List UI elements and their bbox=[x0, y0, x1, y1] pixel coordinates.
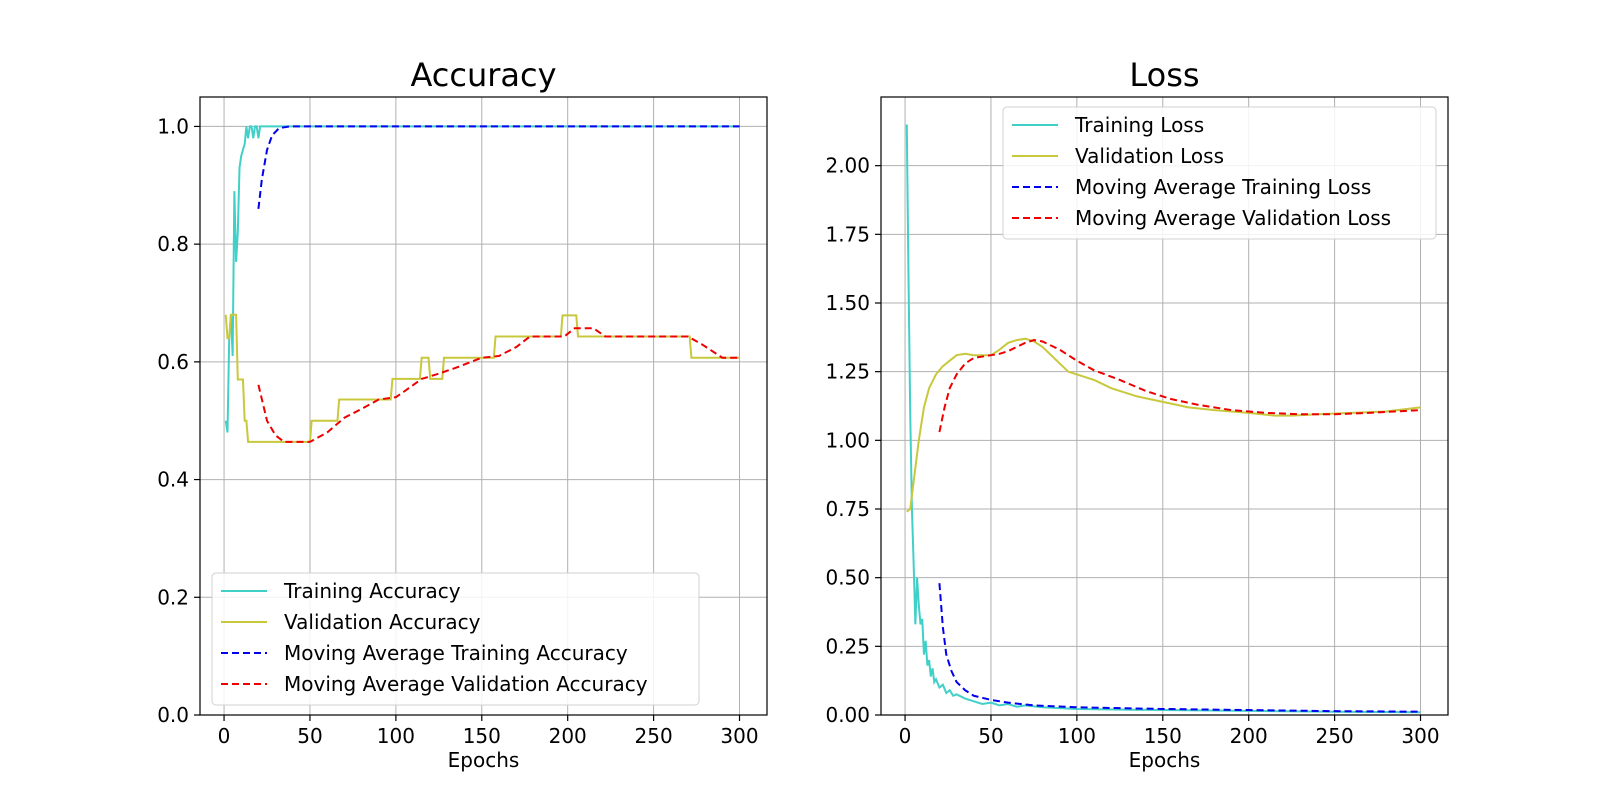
x-tick-label: 50 bbox=[297, 724, 322, 748]
legend-label: Validation Loss bbox=[1075, 144, 1224, 168]
y-tick-label: 0.4 bbox=[157, 468, 189, 492]
x-axis-label: Epochs bbox=[448, 748, 520, 772]
y-tick-label: 0.2 bbox=[157, 585, 189, 609]
chart-2: 0 50 100 150 200 250 300 0.00 0.25 0.50 0.75 1.00 1.… bbox=[825, 56, 1449, 772]
legend-label: Moving Average Training Accuracy bbox=[284, 641, 628, 665]
series-line-training-loss bbox=[905, 124, 1421, 714]
y-tick-label: 1.00 bbox=[825, 428, 870, 452]
x-tick-label: 0 bbox=[899, 724, 912, 748]
x-axis-label: Epochs bbox=[1129, 748, 1201, 772]
y-tick-label: 1.25 bbox=[825, 360, 870, 384]
series-line-moving-average-training-loss bbox=[938, 583, 1421, 713]
y-tick-label: 0.00 bbox=[825, 703, 870, 727]
x-tick-label: 150 bbox=[463, 724, 501, 748]
legend-label: Training Accuracy bbox=[283, 579, 461, 603]
x-tick-label: 150 bbox=[1144, 724, 1182, 748]
y-tick-label: 0.8 bbox=[157, 232, 189, 256]
x-tick-label: 300 bbox=[1401, 724, 1439, 748]
y-tick-label: 1.0 bbox=[157, 114, 189, 138]
y-tick-label: 2.00 bbox=[825, 154, 870, 178]
series-line-validation-accuracy bbox=[224, 313, 740, 443]
x-tick-label: 200 bbox=[1230, 724, 1268, 748]
legend-label: Moving Average Validation Loss bbox=[1075, 206, 1391, 230]
legend-box bbox=[1002, 106, 1437, 240]
x-tick-label: 0 bbox=[218, 724, 231, 748]
y-tick-label: 1.50 bbox=[825, 291, 870, 315]
legend-label: Validation Accuracy bbox=[284, 610, 481, 634]
legend: Training Accuracy Validation Accuracy Movi… bbox=[211, 572, 700, 706]
y-tick-label: 0.75 bbox=[825, 497, 870, 521]
x-tick-label: 250 bbox=[635, 724, 673, 748]
series-line-training-accuracy bbox=[224, 125, 740, 433]
x-tick-label: 100 bbox=[1058, 724, 1096, 748]
chart-1: 0 50 100 150 200 250 300 0.0 0.2 0.4 0.6 0.8 1.0 Accu… bbox=[157, 56, 768, 772]
x-tick-label: 50 bbox=[978, 724, 1003, 748]
series-line-moving-average-validation-accuracy bbox=[257, 327, 740, 443]
x-tick-label: 250 bbox=[1316, 724, 1354, 748]
y-tick-label: 1.75 bbox=[825, 222, 870, 246]
y-tick-label: 0.50 bbox=[825, 566, 870, 590]
plot-frame bbox=[199, 96, 768, 716]
legend-box bbox=[211, 572, 700, 706]
series-line-validation-loss bbox=[906, 337, 1421, 513]
chart-title: Loss bbox=[1129, 56, 1199, 94]
legend-label: Training Loss bbox=[1074, 113, 1204, 137]
y-tick-label: 0.6 bbox=[157, 350, 189, 374]
plot-frame bbox=[880, 96, 1449, 716]
chart-title: Accuracy bbox=[410, 56, 556, 94]
x-tick-label: 200 bbox=[549, 724, 587, 748]
x-tick-label: 100 bbox=[377, 724, 415, 748]
series-line-moving-average-validation-loss bbox=[938, 339, 1421, 433]
y-tick-label: 0.0 bbox=[157, 703, 189, 727]
legend: Training Loss Validation Loss Moving Avera… bbox=[1002, 106, 1437, 240]
legend-label: Moving Average Training Loss bbox=[1075, 175, 1371, 199]
legend-label: Moving Average Validation Accuracy bbox=[284, 672, 648, 696]
series-line-moving-average-training-accuracy bbox=[257, 125, 740, 209]
x-tick-label: 300 bbox=[720, 724, 758, 748]
y-tick-label: 0.25 bbox=[825, 634, 870, 658]
